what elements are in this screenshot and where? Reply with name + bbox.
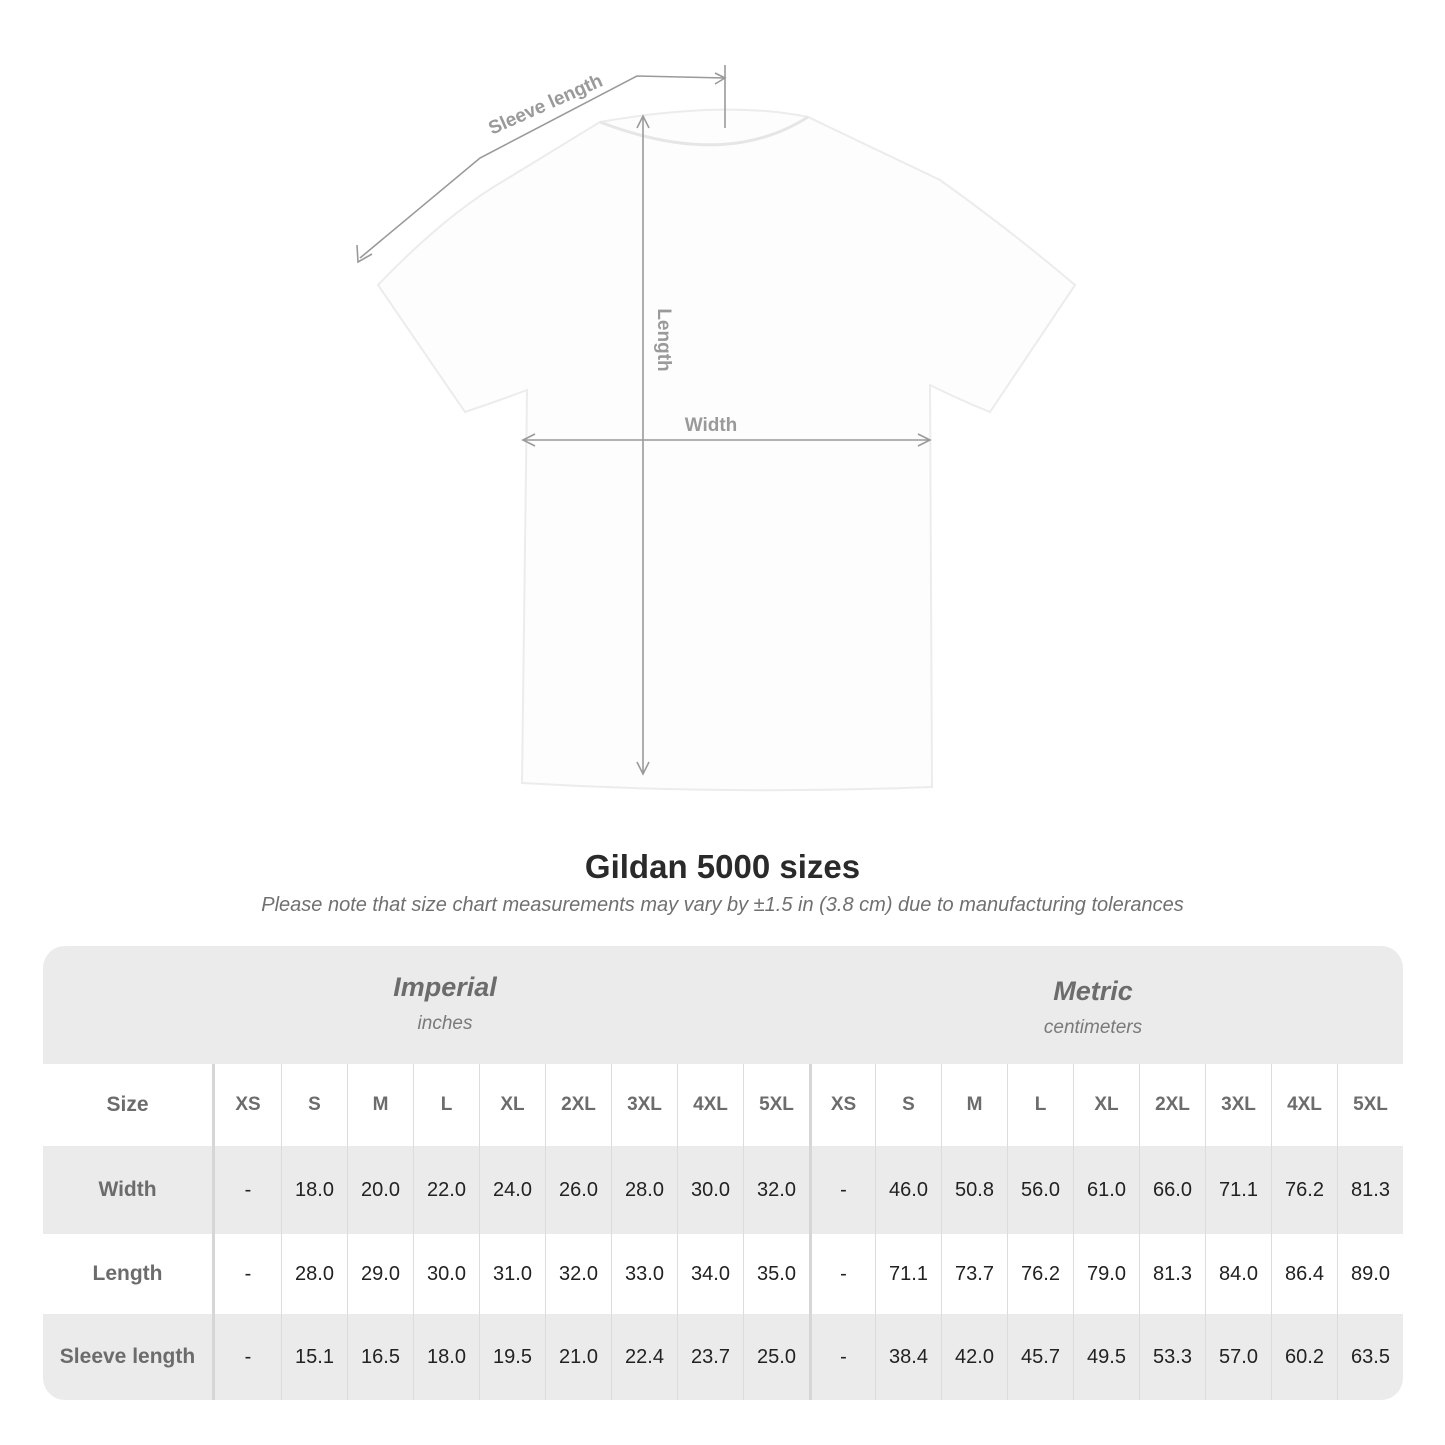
imperial-value-cell: 22.0 <box>413 1146 479 1234</box>
row-label: Width <box>43 1146 215 1234</box>
imperial-value-cell: - <box>244 1178 252 1201</box>
metric-value-cell: 45.7 <box>1007 1314 1073 1400</box>
imperial-value-cell: 30.0 <box>677 1146 743 1234</box>
size-header-metric: XS <box>809 1064 875 1146</box>
imperial-value-cell: 19.5 <box>479 1314 545 1400</box>
size-header-imperial: 3XL <box>611 1064 677 1146</box>
size-header-imperial: XS <box>235 1094 261 1115</box>
metric-header: Metric centimeters <box>863 976 1323 1039</box>
metric-value-cell: 86.4 <box>1271 1234 1337 1314</box>
imperial-value-cell: 15.1 <box>281 1314 347 1400</box>
metric-value-cell: 49.5 <box>1073 1314 1139 1400</box>
size-header-metric: S <box>875 1064 941 1146</box>
imperial-title: Imperial <box>393 972 497 1002</box>
size-header-metric: 5XL <box>1337 1064 1403 1146</box>
imperial-value-cell: 32.0 <box>545 1234 611 1314</box>
size-table: Imperial inches Metric centimeters Size X… <box>43 946 1403 1400</box>
row-label: Length <box>43 1234 215 1314</box>
table-row: Sleeve length - 15.1 16.5 18.0 19.5 21.0 22.4 23… <box>43 1314 1403 1400</box>
imperial-value-cell: 32.0 <box>743 1146 809 1234</box>
imperial-value-cell: 26.0 <box>545 1146 611 1234</box>
row-label: Size <box>43 1064 215 1146</box>
metric-value-cell: 42.0 <box>941 1314 1007 1400</box>
size-header-imperial: M <box>347 1064 413 1146</box>
size-header-imperial: 2XL <box>545 1064 611 1146</box>
metric-value-cell: 71.1 <box>875 1234 941 1314</box>
metric-title: Metric <box>1053 976 1133 1006</box>
length-label: Length <box>653 308 674 371</box>
imperial-value-cell: 18.0 <box>413 1314 479 1400</box>
metric-value-cell: 76.2 <box>1271 1146 1337 1234</box>
tshirt-diagram: Sleeve length Length Width <box>356 65 1077 792</box>
imperial-value-cell: 21.0 <box>545 1314 611 1400</box>
metric-value-cell: 76.2 <box>1007 1234 1073 1314</box>
metric-value-cell: 81.3 <box>1337 1146 1403 1234</box>
metric-value-cell: 60.2 <box>1271 1314 1337 1400</box>
table-header: Imperial inches Metric centimeters <box>43 946 1403 1064</box>
metric-value-cell: 71.1 <box>1205 1146 1271 1234</box>
metric-value-cell: 84.0 <box>1205 1234 1271 1314</box>
imperial-value-cell: 16.5 <box>347 1314 413 1400</box>
metric-value-cell: 63.5 <box>1337 1314 1403 1400</box>
table-row: Width -18.0 20.0 22.0 24.0 26.0 28.0 30.0 32.0-4… <box>43 1146 1403 1234</box>
tolerance-note: Please note that size chart measurements… <box>261 894 1184 916</box>
imperial-value-cell: 23.7 <box>677 1314 743 1400</box>
imperial-header: Imperial inches <box>215 972 675 1035</box>
imperial-value-cell: 35.0 <box>743 1234 809 1314</box>
metric-value-cell: 38.4 <box>875 1314 941 1400</box>
metric-value-cell: - <box>809 1314 875 1400</box>
size-header-metric: 2XL <box>1139 1064 1205 1146</box>
metric-value-cell: 61.0 <box>1073 1146 1139 1234</box>
imperial-value-cell: - <box>244 1345 252 1368</box>
size-header-imperial: 5XL <box>743 1064 809 1146</box>
size-header-metric: XL <box>1073 1064 1139 1146</box>
metric-value-cell: 57.0 <box>1205 1314 1271 1400</box>
metric-value-cell: 79.0 <box>1073 1234 1139 1314</box>
size-header-metric: M <box>941 1064 1007 1146</box>
imperial-value-cell: 31.0 <box>479 1234 545 1314</box>
imperial-unit: inches <box>417 1013 473 1034</box>
tshirt-image <box>376 108 1077 792</box>
width-label: Width <box>685 415 738 436</box>
imperial-value-cell: 18.0 <box>281 1146 347 1234</box>
size-header-row: Size XS S M L XL 2XL 3XL 4XL 5XL XS S M L XL 2XL 3XL 4XL 5… <box>43 1064 1403 1146</box>
size-header-metric: 4XL <box>1271 1064 1337 1146</box>
size-header-imperial: 4XL <box>677 1064 743 1146</box>
imperial-value-cell: 25.0 <box>743 1314 809 1400</box>
imperial-value-cell: 30.0 <box>413 1234 479 1314</box>
metric-value-cell: - <box>809 1234 875 1314</box>
size-header-imperial: L <box>413 1064 479 1146</box>
imperial-value-cell: 24.0 <box>479 1146 545 1234</box>
metric-value-cell: - <box>809 1146 875 1234</box>
imperial-value-cell: 22.4 <box>611 1314 677 1400</box>
metric-value-cell: 89.0 <box>1337 1234 1403 1314</box>
imperial-value-cell: 28.0 <box>611 1146 677 1234</box>
size-header-metric: L <box>1007 1064 1073 1146</box>
metric-value-cell: 53.3 <box>1139 1314 1205 1400</box>
metric-unit: centimeters <box>1043 1017 1143 1038</box>
imperial-value-cell: - <box>244 1262 252 1285</box>
imperial-value-cell: 34.0 <box>677 1234 743 1314</box>
metric-value-cell: 66.0 <box>1139 1146 1205 1234</box>
size-header-imperial: XL <box>479 1064 545 1146</box>
imperial-value-cell: 20.0 <box>347 1146 413 1234</box>
imperial-value-cell: 29.0 <box>347 1234 413 1314</box>
imperial-value-cell: 33.0 <box>611 1234 677 1314</box>
metric-value-cell: 50.8 <box>941 1146 1007 1234</box>
metric-value-cell: 81.3 <box>1139 1234 1205 1314</box>
table-row: Length -28.0 29.0 30.0 31.0 32.0 33.0 34.0 35.0-… <box>43 1234 1403 1314</box>
metric-value-cell: 46.0 <box>875 1146 941 1234</box>
page-title: Gildan 5000 sizes <box>584 848 861 885</box>
size-header-metric: 3XL <box>1205 1064 1271 1146</box>
metric-value-cell: 56.0 <box>1007 1146 1073 1234</box>
row-label: Sleeve length <box>43 1314 215 1400</box>
size-header-imperial: S <box>281 1064 347 1146</box>
imperial-value-cell: 28.0 <box>281 1234 347 1314</box>
metric-value-cell: 73.7 <box>941 1234 1007 1314</box>
